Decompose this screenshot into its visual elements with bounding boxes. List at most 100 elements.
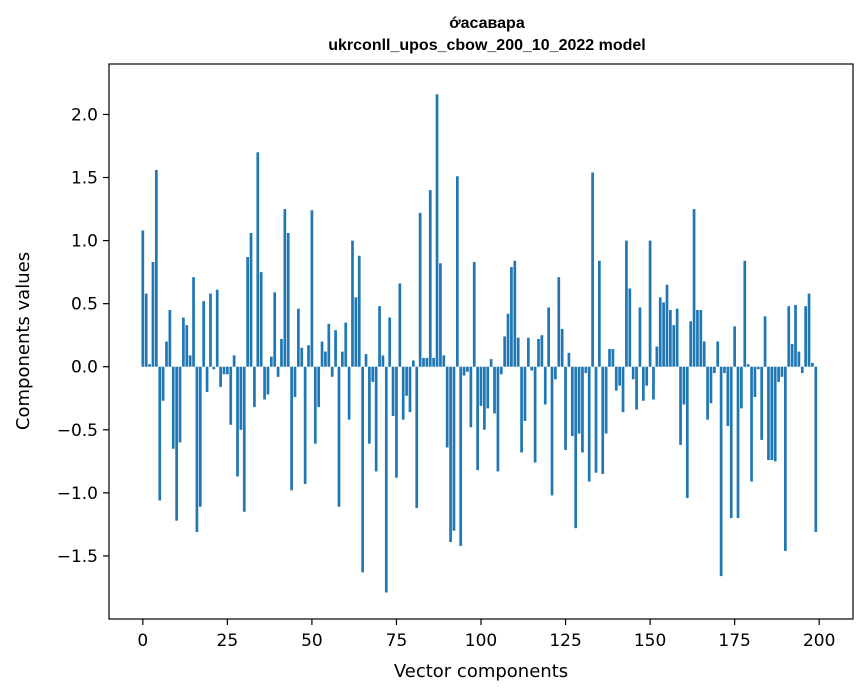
y-tick-label: −1.0 bbox=[57, 484, 98, 504]
bar bbox=[655, 346, 659, 367]
x-tick-label: 200 bbox=[803, 631, 835, 651]
bar bbox=[621, 366, 625, 413]
bar bbox=[313, 366, 317, 444]
bar bbox=[675, 308, 679, 367]
bar bbox=[489, 359, 493, 367]
bar bbox=[526, 337, 530, 367]
bar bbox=[439, 263, 442, 367]
bar bbox=[297, 308, 300, 367]
bar bbox=[330, 366, 334, 377]
y-tick-label: −1.5 bbox=[57, 547, 98, 567]
bar bbox=[253, 366, 256, 408]
bar bbox=[185, 325, 189, 367]
bar bbox=[564, 366, 567, 450]
bar bbox=[598, 260, 601, 367]
bar bbox=[729, 366, 733, 519]
bar bbox=[303, 366, 307, 485]
bar bbox=[347, 366, 351, 420]
bar bbox=[503, 336, 507, 367]
bar bbox=[635, 366, 638, 410]
bar bbox=[401, 366, 405, 420]
bar bbox=[696, 309, 699, 367]
bar bbox=[814, 366, 818, 532]
bar bbox=[631, 366, 635, 380]
bar bbox=[320, 341, 324, 367]
bar bbox=[442, 355, 446, 367]
bar bbox=[479, 366, 483, 406]
y-tick-label: 0.0 bbox=[71, 358, 98, 378]
bar bbox=[699, 309, 703, 367]
bar bbox=[209, 293, 212, 367]
bar bbox=[188, 355, 192, 367]
bar bbox=[256, 152, 260, 367]
bar bbox=[239, 366, 243, 430]
bar bbox=[523, 366, 527, 421]
bar bbox=[760, 366, 764, 440]
y-axis-ticks: −1.5 −1.0 −0.5 0.0 0.5 1.0 1.5 2.0 bbox=[57, 105, 109, 567]
bar bbox=[736, 366, 740, 519]
bar bbox=[608, 349, 611, 367]
x-axis-label: Vector components bbox=[394, 661, 568, 682]
chart-title: ớасавара bbox=[449, 15, 525, 32]
bar bbox=[628, 288, 632, 367]
bar bbox=[195, 366, 199, 532]
bar bbox=[232, 355, 236, 367]
bar bbox=[510, 267, 513, 367]
bar bbox=[198, 366, 202, 507]
x-tick-label: 150 bbox=[634, 631, 666, 651]
bar bbox=[161, 366, 165, 401]
bar bbox=[662, 302, 665, 367]
bar bbox=[537, 338, 540, 367]
bar bbox=[415, 366, 419, 508]
x-tick-label: 100 bbox=[465, 631, 497, 651]
bar bbox=[212, 366, 216, 370]
bar bbox=[513, 260, 517, 367]
bar bbox=[550, 366, 554, 496]
bar bbox=[601, 366, 605, 474]
bar bbox=[604, 366, 608, 434]
bar bbox=[753, 366, 757, 397]
bar bbox=[327, 323, 331, 367]
bar bbox=[192, 277, 195, 367]
bar bbox=[178, 366, 182, 443]
x-tick-label: 25 bbox=[217, 631, 239, 651]
bar bbox=[547, 307, 550, 367]
bar bbox=[638, 307, 642, 367]
bar bbox=[242, 366, 246, 512]
bar bbox=[374, 366, 378, 472]
bar bbox=[361, 366, 364, 573]
bar bbox=[682, 366, 686, 405]
bar bbox=[215, 289, 219, 367]
bar bbox=[263, 366, 266, 400]
bar bbox=[317, 366, 321, 408]
bar bbox=[151, 262, 155, 367]
bar bbox=[182, 317, 185, 367]
bar bbox=[168, 309, 172, 367]
bar bbox=[351, 240, 354, 367]
bar bbox=[506, 313, 510, 367]
bar bbox=[496, 366, 500, 472]
bar bbox=[229, 366, 233, 425]
bar bbox=[472, 262, 476, 367]
y-tick-label: 1.0 bbox=[71, 232, 98, 252]
bar bbox=[273, 292, 277, 367]
bar bbox=[773, 366, 777, 462]
bar bbox=[740, 366, 743, 409]
bar bbox=[756, 366, 760, 370]
bar bbox=[669, 309, 672, 367]
bar bbox=[574, 366, 578, 529]
bar bbox=[645, 366, 649, 386]
bar bbox=[807, 293, 811, 367]
bar bbox=[648, 240, 652, 367]
bar bbox=[405, 366, 408, 396]
bar bbox=[723, 366, 726, 374]
bar bbox=[618, 366, 622, 386]
bar bbox=[364, 354, 368, 367]
bar bbox=[290, 366, 293, 491]
bar bbox=[455, 176, 459, 367]
bar bbox=[378, 306, 381, 367]
bar bbox=[144, 293, 148, 367]
bar bbox=[520, 366, 523, 453]
bar bbox=[797, 351, 801, 367]
bar bbox=[449, 366, 452, 543]
